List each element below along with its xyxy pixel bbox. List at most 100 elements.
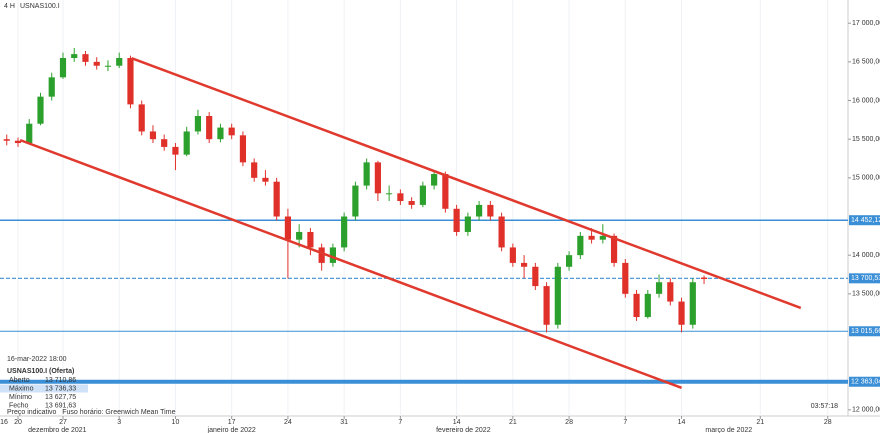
candle-body	[363, 162, 370, 186]
candle-body	[487, 204, 494, 217]
x-tick-label: 17	[228, 419, 236, 426]
price-label: 13 015,66	[851, 328, 880, 335]
candle-body	[498, 216, 505, 248]
candle-body	[442, 173, 449, 209]
month-label: março de 2022	[705, 427, 752, 433]
y-tick-label: 14 000,00	[852, 252, 880, 259]
candle-body	[509, 247, 516, 263]
info-field-value: 13 691,63	[45, 402, 76, 409]
candle-body	[476, 204, 483, 217]
info-field-name: Fecho	[9, 402, 29, 409]
candle-body	[273, 181, 280, 217]
candle-body	[453, 208, 460, 232]
info-field-value: 13 736,33	[45, 385, 76, 392]
candle-body	[194, 115, 202, 132]
plot	[0, 47, 848, 390]
clock: 03:57:18	[811, 403, 838, 410]
x-tick-label: 28	[824, 419, 832, 426]
candle-body	[521, 262, 528, 267]
candle-body	[610, 235, 618, 263]
price-label-box	[849, 273, 880, 284]
candle-body	[700, 277, 708, 280]
info-field-name: Máximo	[9, 385, 34, 392]
candle-body	[667, 282, 674, 302]
candle-body	[59, 57, 67, 78]
price-label-box	[849, 376, 880, 387]
y-tick-label: 16 500,00	[852, 59, 880, 66]
y-tick-label: 15 500,00	[852, 136, 880, 143]
x-tick-label: 14	[678, 419, 686, 426]
candle-body	[116, 57, 123, 66]
timeframe: 4 H	[4, 3, 15, 10]
candle-body	[408, 201, 415, 205]
y-tick-label: 16 000,00	[852, 97, 880, 104]
candle-body	[352, 185, 359, 217]
x-tick-label: 21	[756, 419, 764, 426]
candle-body	[554, 266, 561, 325]
candle-body	[71, 54, 78, 58]
candle-body	[93, 61, 100, 66]
symbol: USNAS100.I	[20, 3, 60, 10]
candle-body	[296, 231, 303, 240]
candle-body	[341, 216, 348, 248]
candle-body	[149, 131, 157, 140]
candle-body	[543, 286, 550, 325]
y-tick-label: 15 000,00	[852, 175, 880, 182]
candle-body	[678, 301, 685, 325]
y-tick-label: 17 000,00	[852, 20, 880, 27]
x-tick-label: 7	[623, 419, 627, 426]
candle-body	[431, 173, 438, 186]
candle-body	[14, 140, 22, 144]
x-tick-label: 14	[453, 419, 461, 426]
candle-body	[239, 135, 247, 163]
candle-body	[172, 146, 179, 155]
candle-body	[251, 162, 258, 178]
candle-body	[689, 282, 696, 325]
candle-body	[622, 262, 629, 294]
x-tick-label: 3	[117, 419, 121, 426]
x-tick-label: 24	[284, 419, 292, 426]
info-instrument: USNAS100.I (Oferta)	[7, 368, 74, 375]
price-label-box	[849, 326, 880, 337]
candle-body	[386, 193, 393, 195]
candle-body	[228, 127, 235, 136]
x-tick-label: 31	[340, 419, 348, 426]
x-tick-label: 16	[0, 419, 8, 426]
price-label: 13 700,53	[851, 275, 880, 282]
price-label: 12 363,04	[851, 379, 880, 386]
candle-body	[565, 255, 573, 267]
info-date: 16-mar-2022 18:00	[7, 356, 67, 363]
month-label: fevereiro de 2022	[436, 427, 491, 433]
month-label: janeiro de 2022	[207, 427, 256, 433]
candle-body	[397, 193, 404, 202]
candle-body	[37, 96, 44, 124]
candle-body	[633, 293, 640, 318]
candle-body	[26, 123, 33, 144]
candle-body	[419, 185, 426, 205]
month-label: dezembro de 2021	[28, 427, 86, 433]
candle-body	[82, 54, 89, 62]
candle-body	[262, 177, 269, 182]
info-field-name: Mínimo	[9, 394, 32, 401]
candle-body	[532, 266, 539, 287]
x-tick-label: 28	[565, 419, 573, 426]
candle-body	[329, 247, 336, 263]
trend-line	[131, 56, 802, 310]
info-field-value: 13 710,86	[45, 377, 76, 384]
info-highlight	[0, 384, 88, 393]
info-field-name: Aberto	[9, 377, 30, 384]
candle-body	[464, 216, 471, 232]
x-tick-label: 27	[59, 419, 67, 426]
price-label-box	[849, 215, 880, 226]
candle-body	[138, 104, 145, 132]
candle-body	[599, 235, 606, 240]
y-tick-label: 13 500,00	[852, 291, 880, 298]
candle-body	[217, 127, 224, 140]
candle-body	[307, 231, 314, 248]
candle-body	[655, 282, 663, 294]
candle-body	[206, 115, 213, 140]
info-field-value: 13 627,75	[45, 394, 76, 401]
candle-body	[3, 139, 10, 141]
